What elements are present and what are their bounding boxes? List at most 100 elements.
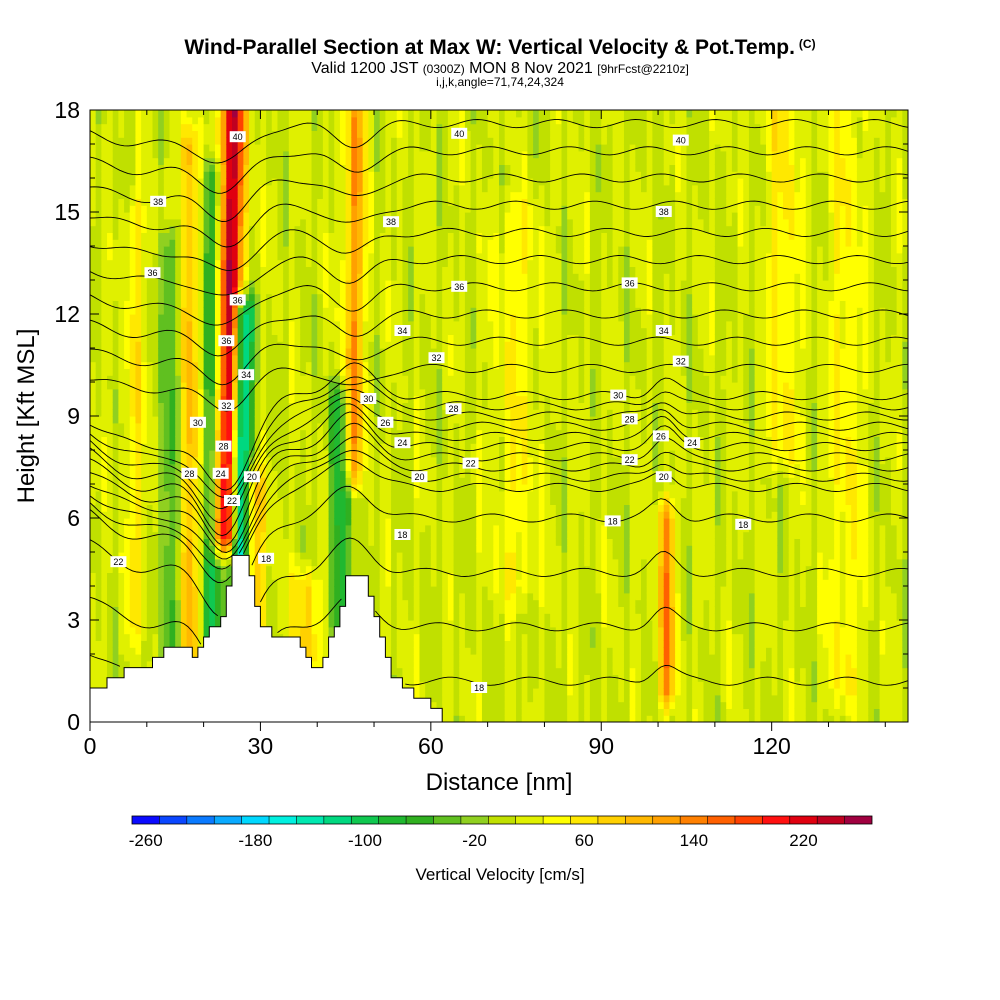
w-cell	[124, 110, 131, 118]
w-cell	[374, 246, 381, 254]
w-cell	[214, 116, 222, 125]
w-cell	[95, 361, 102, 369]
w-cell	[396, 232, 404, 240]
w-cell	[294, 504, 301, 512]
w-cell	[339, 524, 347, 533]
w-cell	[311, 266, 318, 274]
w-cell	[379, 518, 386, 526]
w-cell	[277, 524, 284, 533]
w-cell	[118, 647, 125, 655]
w-cell	[158, 633, 165, 641]
w-cell	[135, 388, 142, 397]
w-cell	[396, 654, 404, 662]
w-cell	[237, 341, 244, 349]
w-cell	[152, 484, 159, 492]
w-cell	[283, 266, 290, 274]
w-cell	[158, 307, 165, 315]
w-cell	[197, 327, 205, 335]
w-cell	[169, 524, 176, 533]
w-cell	[152, 443, 159, 451]
w-cell	[152, 456, 159, 465]
w-cell	[226, 280, 233, 288]
w-cell	[107, 388, 114, 397]
w-cell	[391, 654, 398, 662]
w-cell	[402, 518, 409, 526]
w-cell	[368, 341, 375, 349]
w-cell	[112, 184, 119, 193]
w-cell	[192, 586, 199, 594]
w-cell	[209, 266, 216, 274]
chart-title: Wind-Parallel Section at Max W: Vertical…	[184, 36, 816, 59]
w-cell	[317, 300, 324, 308]
w-cell	[232, 327, 239, 335]
w-cell	[124, 212, 131, 220]
w-cell	[146, 416, 154, 424]
w-cell	[146, 348, 154, 356]
w-cell	[163, 218, 171, 227]
w-cell	[146, 558, 154, 567]
w-cell	[396, 341, 404, 349]
w-cell	[226, 545, 233, 553]
w-cell	[300, 524, 307, 533]
w-cell	[345, 484, 352, 492]
w-cell	[317, 558, 324, 567]
w-cell	[283, 348, 290, 356]
w-cell	[311, 178, 318, 186]
w-cell	[260, 334, 267, 342]
w-cell	[243, 354, 250, 363]
w-cell	[169, 110, 176, 118]
w-cell	[362, 470, 369, 478]
w-cell	[226, 463, 233, 471]
w-cell	[294, 218, 301, 227]
w-cell	[345, 259, 352, 267]
w-cell	[118, 198, 125, 206]
w-cell	[379, 606, 386, 614]
w-cell	[192, 484, 199, 492]
w-cell	[214, 178, 222, 186]
w-cell	[345, 416, 352, 424]
w-cell	[271, 178, 279, 186]
w-cell	[356, 123, 364, 131]
w-cell	[368, 137, 375, 145]
w-cell	[385, 490, 392, 499]
w-cell	[203, 334, 210, 342]
w-cell	[118, 307, 125, 315]
w-cell	[141, 232, 148, 240]
w-cell	[220, 368, 227, 376]
w-cell	[192, 592, 199, 601]
w-cell	[317, 164, 324, 172]
w-cell	[374, 443, 381, 451]
w-cell	[141, 239, 148, 247]
w-cell	[283, 620, 290, 628]
w-cell	[385, 327, 392, 335]
w-cell	[107, 572, 114, 580]
w-cell	[186, 273, 193, 281]
w-cell	[254, 150, 262, 159]
w-cell	[118, 538, 125, 546]
w-cell	[237, 348, 244, 356]
w-cell	[334, 409, 341, 417]
w-cell	[232, 286, 239, 295]
w-cell	[101, 558, 108, 567]
w-cell	[266, 157, 273, 165]
w-cell	[118, 225, 125, 233]
w-cell	[90, 450, 97, 458]
w-cell	[260, 463, 267, 471]
w-cell	[356, 137, 364, 145]
w-cell	[351, 538, 358, 546]
w-cell	[345, 456, 352, 465]
w-cell	[288, 198, 296, 206]
w-cell	[141, 354, 148, 363]
w-cell	[294, 518, 301, 526]
w-cell	[391, 293, 398, 301]
w-cell	[339, 110, 347, 118]
w-cell	[214, 436, 222, 444]
w-cell	[175, 212, 182, 220]
w-cell	[374, 164, 381, 172]
w-cell	[305, 592, 313, 601]
w-cell	[232, 504, 239, 512]
w-cell	[135, 232, 142, 240]
w-cell	[385, 320, 392, 329]
w-cell	[214, 429, 222, 437]
w-cell	[163, 368, 171, 376]
